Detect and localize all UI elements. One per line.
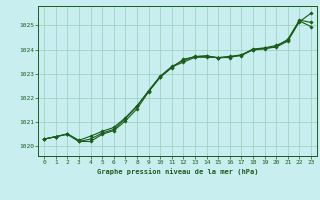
X-axis label: Graphe pression niveau de la mer (hPa): Graphe pression niveau de la mer (hPa): [97, 168, 258, 175]
